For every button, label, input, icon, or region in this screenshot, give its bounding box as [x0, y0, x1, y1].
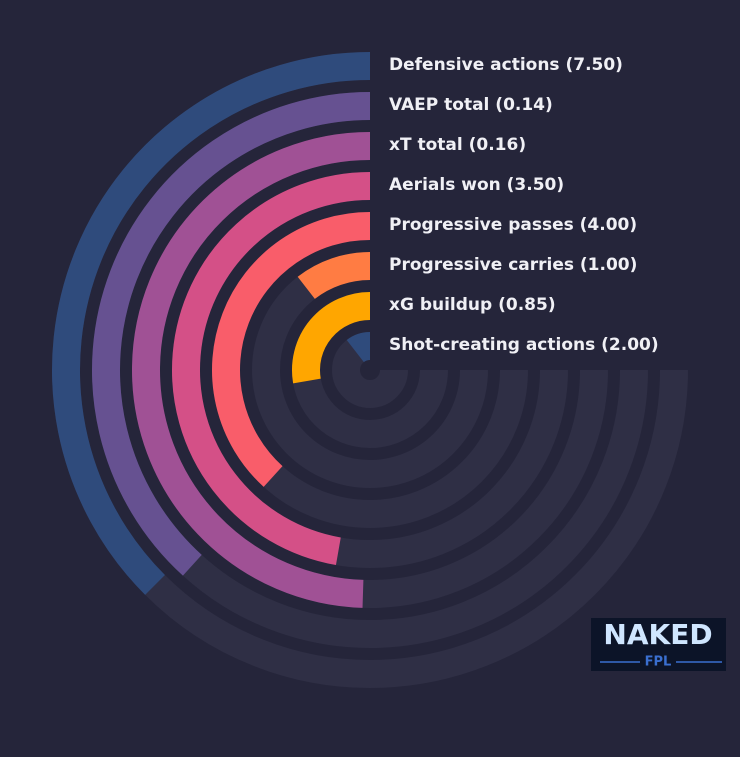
bar — [292, 292, 371, 384]
bar-label: xG buildup (0.85) — [389, 295, 556, 315]
bar-label: xT total (0.16) — [389, 135, 526, 155]
bar — [212, 212, 371, 487]
bar-label: VAEP total (0.14) — [389, 95, 553, 115]
logo-title: NAKED — [603, 618, 712, 651]
logo-subtitle: FPL — [645, 655, 672, 670]
bar-label: Progressive passes (4.00) — [389, 215, 637, 235]
bar-label: Shot-creating actions (2.00) — [389, 335, 659, 355]
bar — [346, 332, 372, 363]
track — [252, 252, 488, 488]
logo: NAKED FPL — [591, 618, 726, 671]
track — [332, 332, 408, 408]
bar-label: Aerials won (3.50) — [389, 175, 564, 195]
bar — [132, 132, 371, 608]
bar-label: Defensive actions (7.50) — [389, 55, 623, 75]
bar — [52, 52, 371, 595]
bar — [297, 252, 371, 300]
bar — [92, 92, 371, 576]
bar-label: Progressive carries (1.00) — [389, 255, 637, 275]
bar — [172, 172, 371, 566]
